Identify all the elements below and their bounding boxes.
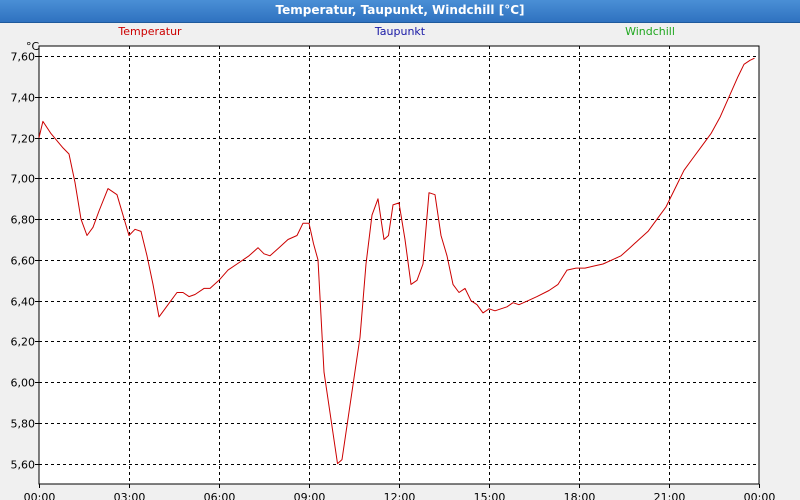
axis-layer: 7,60 7,40 7,20 7,00 6,80 6,60 6,40 6,20 6,00 5,80… (11, 51, 776, 500)
series-layer (38, 57, 755, 465)
legend-label-temperatur: Temperatur (118, 25, 182, 38)
legend-taupunkt: Taupunkt (300, 25, 500, 38)
y-tick-label: 6,40 (11, 296, 36, 309)
x-tick-time-label: 06:00 (204, 491, 236, 500)
y-tick-label: 5,60 (11, 459, 36, 472)
x-tick-time-label: 15:00 (474, 491, 506, 500)
y-tick-label: 6,80 (11, 214, 36, 227)
y-tick-label: 7,00 (11, 173, 36, 186)
x-tick-time-label: 21:00 (654, 491, 686, 500)
chart-area: 7,60 7,40 7,20 7,00 6,80 6,60 6,40 6,20 6,00 5,80… (0, 23, 800, 500)
line-chart: 7,60 7,40 7,20 7,00 6,80 6,60 6,40 6,20 6,00 5,80… (11, 40, 776, 500)
legend-temperatur: Temperatur (0, 25, 300, 38)
y-tick-label: 7,20 (11, 133, 36, 146)
y-tick-label: 5,80 (11, 418, 36, 431)
y-tick-label: 7,60 (11, 51, 36, 64)
x-tick-time-label: 03:00 (114, 491, 146, 500)
x-tick-time-label: 00:00 (744, 491, 776, 500)
y-tick-label: 7,40 (11, 92, 36, 105)
series-line-temperatur (38, 57, 755, 465)
x-tick-time-label: 00:00 (24, 491, 56, 500)
window-title: Temperatur, Taupunkt, Windchill [°C] (0, 0, 800, 23)
x-tick-time-label: 09:00 (294, 491, 326, 500)
legend-label-taupunkt: Taupunkt (374, 25, 426, 38)
legend-label-windchill: Windchill (625, 25, 675, 38)
y-tick-label: 6,00 (11, 377, 36, 390)
legend-windchill: Windchill (500, 25, 800, 38)
grid-layer (39, 46, 759, 484)
y-tick-label: 6,20 (11, 336, 36, 349)
x-tick-time-label: 12:00 (384, 491, 416, 500)
y-tick-label: 6,60 (11, 255, 36, 268)
y-axis-unit-label: °C (26, 40, 40, 53)
x-tick-time-label: 18:00 (564, 491, 596, 500)
